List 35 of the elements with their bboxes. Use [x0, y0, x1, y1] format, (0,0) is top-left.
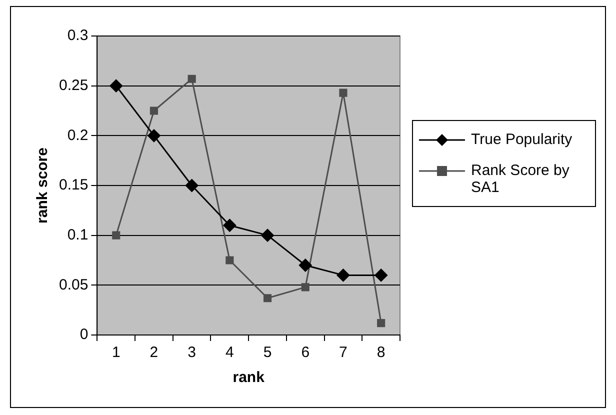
point: [261, 228, 274, 242]
point: [339, 88, 348, 97]
y-tick-label: 0: [80, 326, 88, 344]
y-axis-title: rank score: [34, 148, 52, 224]
point: [377, 319, 386, 328]
point: [223, 218, 236, 232]
legend-label: Rank Score by SA1: [471, 162, 570, 196]
x-tick-label: 4: [226, 344, 234, 362]
y-tick-label: 0.25: [58, 76, 88, 94]
point: [147, 129, 160, 142]
point: [298, 258, 312, 272]
x-tick-label: 2: [150, 344, 158, 362]
point: [301, 283, 310, 292]
point: [188, 74, 196, 83]
y-tick-label: 0.05: [58, 276, 88, 294]
y-tick-label: 0.3: [67, 27, 88, 44]
point: [150, 106, 158, 115]
point: [263, 294, 272, 302]
x-axis-title: rank: [232, 369, 266, 386]
y-tick-label: 0.15: [58, 176, 88, 194]
x-tick-label: 5: [263, 344, 272, 362]
point: [226, 256, 234, 264]
point: [112, 231, 120, 240]
x-tick-label: 7: [339, 344, 348, 362]
point: [374, 268, 388, 282]
y-tick-label: 0.1: [67, 226, 88, 244]
point: [336, 268, 350, 282]
x-tick-label: 1: [112, 344, 120, 362]
x-tick-label: 8: [376, 344, 386, 362]
point: [110, 79, 123, 92]
point: [185, 179, 198, 192]
y-tick-label: 0.2: [67, 126, 88, 144]
x-tick-label: 3: [188, 344, 196, 362]
x-tick-label: 6: [301, 344, 310, 362]
legend-label: True Popularity: [471, 131, 572, 148]
